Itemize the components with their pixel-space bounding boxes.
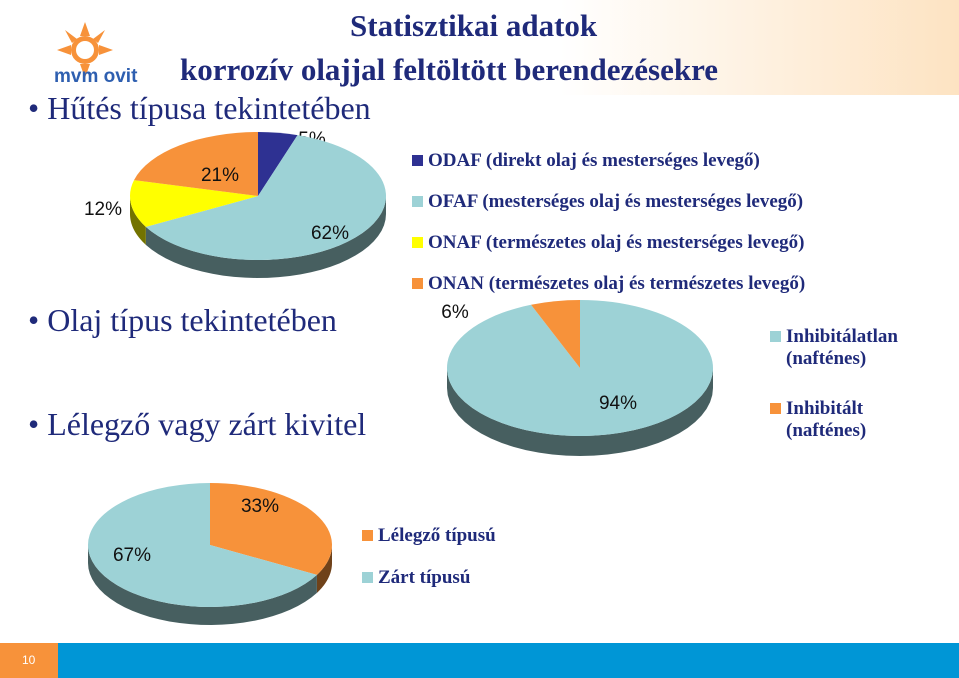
bullet: • Hűtés típusa tekintetében <box>28 90 371 126</box>
data-label: 62% <box>311 223 349 244</box>
pie-slice <box>130 180 258 227</box>
bullet-text: Hűtés típusa tekintetében <box>47 90 371 126</box>
bullet-text: Olaj típus tekintetében <box>47 302 337 338</box>
pie-side <box>130 196 146 245</box>
data-label: 94% <box>599 393 637 414</box>
footer-bar <box>0 643 959 678</box>
page-box <box>0 643 58 678</box>
pie-slice <box>134 132 258 196</box>
data-label: 12% <box>84 199 122 220</box>
bullet-text: Lélegző vagy zárt kivitel <box>47 406 367 442</box>
page-number: 10 <box>22 653 36 667</box>
pie-side <box>316 545 332 593</box>
legend-swatch <box>412 196 423 207</box>
legend-swatch <box>412 155 423 166</box>
pie-slice <box>447 300 714 436</box>
bullet: • Lélegző vagy zárt kivitel <box>28 406 367 442</box>
legend-text: Lélegző típusú <box>378 525 496 546</box>
data-label: 33% <box>241 496 279 517</box>
title: Statisztikai adatok <box>350 8 598 43</box>
data-label: 21% <box>201 165 239 186</box>
pie-side <box>447 368 713 456</box>
logo-text: mvm ovit <box>54 66 138 87</box>
legend-swatch <box>412 278 423 289</box>
pie-slice <box>258 132 298 196</box>
pie-slice <box>145 135 387 260</box>
legend-text: ONAN (természetes olaj és természetes le… <box>428 273 806 294</box>
legend-text: Inhibitálatlan (nafténes) <box>786 326 898 369</box>
legend-text: ONAF (természetes olaj és mesterséges le… <box>428 232 805 253</box>
header-decoration <box>560 0 959 95</box>
data-label: 6% <box>441 302 469 323</box>
subtitle: korrozív olajjal feltöltött berendezések… <box>180 52 719 87</box>
logo-sun <box>57 22 113 78</box>
pie-slice <box>531 300 580 368</box>
legend-swatch <box>412 237 423 248</box>
legend-text: OFAF (mesterséges olaj és mesterséges le… <box>428 191 804 212</box>
legend-swatch <box>770 403 781 414</box>
legend-text: Inhibitált (nafténes) <box>786 398 867 441</box>
pie-side <box>145 196 386 278</box>
bullet: • Olaj típus tekintetében <box>28 302 337 338</box>
legend-text: ODAF (direkt olaj és mesterséges levegő) <box>428 150 760 171</box>
pie-slice <box>210 483 332 575</box>
data-label: 67% <box>113 545 151 566</box>
legend-text: Zárt típusú <box>378 567 471 588</box>
legend-swatch <box>362 572 373 583</box>
pie-side <box>88 545 317 625</box>
pie-slice <box>87 483 317 607</box>
legend-swatch <box>362 530 373 541</box>
legend-swatch <box>770 331 781 342</box>
